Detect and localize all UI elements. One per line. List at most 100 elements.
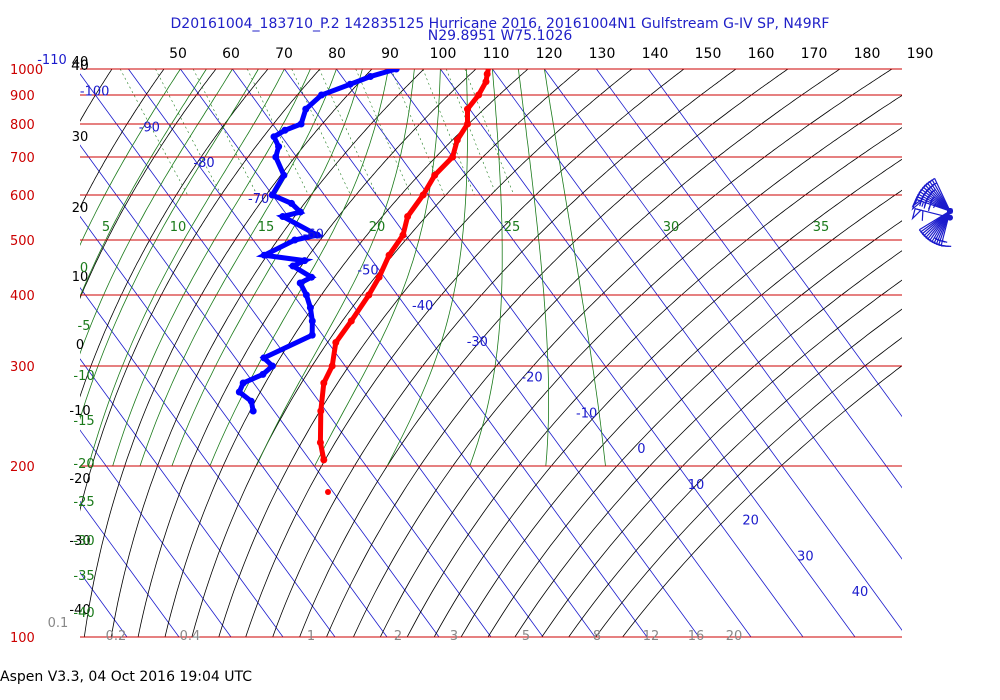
moist-adiabat-label: 5 <box>102 220 110 235</box>
wind-barb-pennant <box>911 195 924 208</box>
moist-adiabat-left-label: 0 <box>80 261 88 276</box>
dewpoint-trace-point <box>268 191 276 199</box>
temperature-trace-point <box>316 439 324 446</box>
dry-adiabat-line <box>353 69 893 637</box>
moist-adiabat-label: 30 <box>663 220 680 235</box>
isotherm-label: -50 <box>357 263 378 278</box>
dewpoint-trace-point <box>280 171 288 179</box>
isolated-temperature-point <box>325 489 331 495</box>
wind-barbs <box>911 177 953 247</box>
dewpoint-trace-point <box>289 262 297 270</box>
mixing-ratio-line <box>446 69 497 196</box>
moist-adiabat-left-label: -40 <box>73 606 94 621</box>
moist-adiabat-label: 15 <box>258 220 275 235</box>
wind-barb-flag <box>925 191 933 201</box>
pressure-tick-label: 800 <box>10 118 35 133</box>
dewpoint-trace-point <box>249 407 257 415</box>
isotherm-line <box>648 69 902 418</box>
dry-adiabat-line <box>514 250 902 637</box>
top-scale-label: 160 <box>748 46 775 62</box>
isotherm-line <box>336 69 752 637</box>
dewpoint-trace-point <box>279 213 287 220</box>
dewpoint-trace-point <box>260 251 268 259</box>
isotherm-label: -110 <box>37 53 67 68</box>
mixing-ratio-label: 0.4 <box>180 629 201 644</box>
isotherm-line <box>80 144 440 637</box>
isotherm-line <box>232 69 648 637</box>
left-scale-label: -20 <box>69 472 90 487</box>
temperature-trace-point <box>431 171 439 179</box>
pressure-tick-label: 1000 <box>10 63 43 78</box>
temperature-trace-point <box>486 69 492 70</box>
pressure-tick-label: 200 <box>10 460 35 475</box>
moist-adiabat-line <box>386 69 468 467</box>
isotherm-label: 30 <box>797 549 814 564</box>
wind-barb-flag <box>921 210 924 221</box>
mixing-ratio-label: 5 <box>522 629 530 644</box>
temperature-trace-point <box>365 291 373 299</box>
temperature-trace-point <box>320 456 328 464</box>
wind-barb-half-flag <box>930 189 936 193</box>
temperature-trace-point <box>399 231 407 239</box>
moist-adiabat-label: 20 <box>369 220 386 235</box>
mixing-ratio-label: 2 <box>394 629 402 644</box>
dewpoint-trace-point <box>259 370 267 378</box>
top-scale-label: 170 <box>801 46 828 62</box>
isotherm-label: -30 <box>467 335 488 350</box>
dry-adiabat-line <box>272 69 737 637</box>
moist-adiabat-label: 10 <box>170 220 187 235</box>
footer-version: Aspen V3.3, 04 Oct 2016 19:04 UTC <box>0 669 252 685</box>
dewpoint-trace-point <box>308 273 315 281</box>
temperature-trace-point <box>385 251 393 259</box>
temperature-trace-point <box>328 362 336 370</box>
temperature-trace-point <box>419 191 427 199</box>
pressure-tick-label: 700 <box>10 151 35 166</box>
moist-adiabat-line <box>469 69 503 467</box>
chart-title: D20161004_183710_P.2 142835125 Hurricane… <box>170 16 830 32</box>
dry-adiabat-line <box>460 189 902 637</box>
dry-adiabat-line <box>595 337 902 637</box>
wind-barb-half-flag <box>932 203 937 209</box>
wind-barb-flag <box>926 177 935 185</box>
mixing-ratio-label: 0.1 <box>48 616 69 631</box>
top-scale-label: 70 <box>275 46 293 62</box>
temperature-trace-point <box>475 91 483 99</box>
temperature-trace-point <box>464 120 471 128</box>
isotherm-label: -20 <box>521 371 542 386</box>
left-scale-label: 0 <box>76 338 84 353</box>
isotherm-label: -100 <box>80 85 110 100</box>
isotherm-line <box>284 69 700 637</box>
dewpoint-trace-point <box>288 199 295 207</box>
dry-adiabat-line <box>541 279 902 637</box>
left-scale-label: -40 <box>69 603 90 618</box>
diagram-grid <box>80 69 902 637</box>
dewpoint-trace-point <box>281 126 289 134</box>
temperature-trace-point <box>317 407 325 415</box>
dewpoint-trace-point <box>235 388 243 396</box>
top-scale-label: 180 <box>854 46 881 62</box>
mixing-ratio-label: 12 <box>643 629 660 644</box>
moist-adiabat-label: 35 <box>813 220 830 235</box>
moist-adiabat-left-label: -35 <box>73 569 94 584</box>
moist-adiabat-left-label: -25 <box>73 495 94 510</box>
dewpoint-trace-point <box>239 379 247 387</box>
dry-adiabat-line <box>137 69 477 637</box>
top-scale-label: 110 <box>483 46 510 62</box>
pressure-tick-label: 100 <box>10 631 35 646</box>
dry-adiabat-line <box>218 69 633 637</box>
left-scale-label: 20 <box>72 201 89 216</box>
top-scale-label: 40 <box>71 58 89 74</box>
top-scale-label: 120 <box>536 46 563 62</box>
isotherm-label: -40 <box>412 299 433 314</box>
dry-adiabat-line <box>245 69 685 637</box>
dry-adiabat-line <box>80 69 321 512</box>
pressure-tick-label: 300 <box>10 360 35 375</box>
dewpoint-trace-point <box>392 69 400 73</box>
wind-barb-half-flag <box>942 240 948 243</box>
isotherm-line <box>492 69 902 631</box>
left-scale-label: -10 <box>69 404 90 419</box>
isotherm-line <box>80 286 336 637</box>
dewpoint-trace-point <box>346 80 354 88</box>
dewpoint-trace-point <box>275 143 283 151</box>
